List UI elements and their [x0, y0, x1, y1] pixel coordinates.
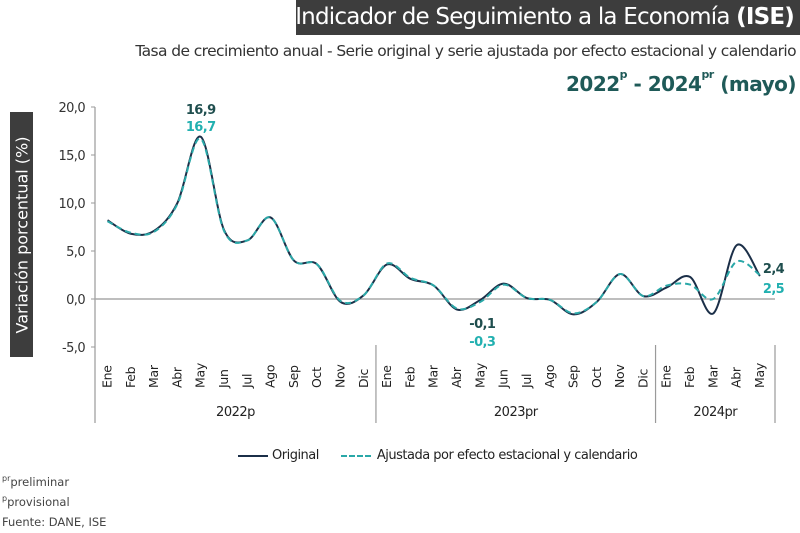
source-note: Fuente: DANE, ISE: [2, 515, 107, 529]
footnote-p-sup: p: [2, 494, 8, 503]
x-tick-label: May: [193, 362, 208, 388]
footnote-pr-text: preliminar: [10, 475, 70, 489]
footnote-p-text: provisional: [7, 495, 70, 509]
legend-swatch-adjusted: [340, 454, 371, 457]
x-tick-label: Nov: [612, 364, 627, 388]
period-end: 2024: [647, 72, 702, 96]
footnote-preliminar: prpreliminar: [2, 472, 106, 492]
x-tick-label: Abr: [169, 366, 184, 388]
footnotes: prpreliminar pprovisional Fuente: DANE, …: [2, 472, 106, 532]
legend-swatch-original: [238, 454, 268, 457]
x-group-label: 2023pr: [494, 405, 539, 420]
y-tick-label: 15,0: [58, 149, 85, 164]
data-label-original: 2,4: [763, 262, 785, 277]
period-label: 2022p - 2024pr (mayo): [565, 68, 797, 96]
period-start: 2022: [565, 72, 620, 96]
legend-item-original: Original: [238, 448, 319, 463]
x-group-label: 2024pr: [693, 405, 738, 420]
x-tick-label: Ene: [379, 365, 394, 388]
x-tick-label: Jul: [239, 374, 254, 389]
x-tick-label: Nov: [333, 364, 348, 388]
x-tick-label: Dic: [635, 369, 650, 388]
data-label-original: -0,1: [469, 317, 496, 332]
x-tick-label: Ago: [542, 365, 557, 388]
x-tick-label: May: [472, 362, 487, 388]
x-tick-label: Mar: [146, 364, 161, 388]
x-tick-label: Ene: [100, 365, 115, 388]
data-label-adjusted: 16,7: [186, 120, 216, 135]
legend-label-adjusted: Ajustada por efecto estacional y calenda…: [376, 448, 638, 463]
data-label-adjusted: 2,5: [763, 282, 785, 297]
x-tick-label: Jun: [216, 369, 231, 389]
title-abbrev: (ISE): [736, 4, 795, 30]
title-bar: Indicador de Seguimiento a la Economía (…: [295, 0, 800, 35]
x-tick-label: Mar: [426, 364, 441, 388]
x-tick-label: Dic: [356, 369, 371, 388]
x-tick-label: Ago: [263, 365, 278, 388]
data-label-adjusted: -0,3: [469, 335, 496, 350]
x-tick-label: Feb: [402, 366, 417, 388]
legend-item-adjusted: Ajustada por efecto estacional y calenda…: [340, 448, 638, 463]
footnote-provisional: pprovisional: [2, 492, 106, 512]
x-tick-label: Sep: [286, 365, 301, 388]
x-tick-label: Ene: [659, 365, 674, 388]
x-tick-label: Mar: [705, 364, 720, 388]
y-tick-label: -5,0: [62, 341, 85, 356]
y-tick-label: 10,0: [58, 197, 85, 212]
x-tick-label: Jul: [519, 374, 534, 389]
x-tick-label: Sep: [566, 365, 581, 388]
y-tick-label: 20,0: [58, 101, 85, 116]
x-tick-label: Oct: [309, 367, 324, 388]
x-tick-label: Oct: [589, 367, 604, 388]
x-tick-label: Abr: [449, 366, 464, 388]
chart-title: Indicador de Seguimiento a la Economía (…: [295, 4, 795, 30]
x-group-label: 2022p: [216, 405, 255, 420]
y-axis-label-box: Variación porcentual (%): [10, 112, 33, 357]
x-tick-label: Feb: [682, 366, 697, 388]
x-tick-label: May: [752, 362, 767, 388]
legend-label-original: Original: [272, 448, 319, 463]
x-tick-label: Abr: [729, 366, 744, 388]
series-line-adjusted: [107, 137, 761, 315]
period-sep: -: [627, 72, 648, 96]
legend: Original Ajustada por efecto estacional …: [238, 448, 659, 463]
footnote-pr-sup: pr: [2, 474, 11, 483]
data-label-original: 16,9: [186, 103, 216, 118]
y-tick-label: 5,0: [66, 245, 85, 260]
y-tick-label: 0,0: [66, 293, 85, 308]
title-main: Indicador de Seguimiento a la Economía: [295, 4, 737, 30]
period-end-sup: pr: [701, 68, 714, 81]
period-suffix: (mayo): [713, 72, 796, 96]
x-tick-label: Feb: [123, 366, 138, 388]
x-tick-label: Jun: [496, 369, 511, 389]
chart-subtitle: Tasa de crecimiento anual - Serie origin…: [135, 42, 796, 60]
period-start-sup: p: [619, 68, 628, 81]
